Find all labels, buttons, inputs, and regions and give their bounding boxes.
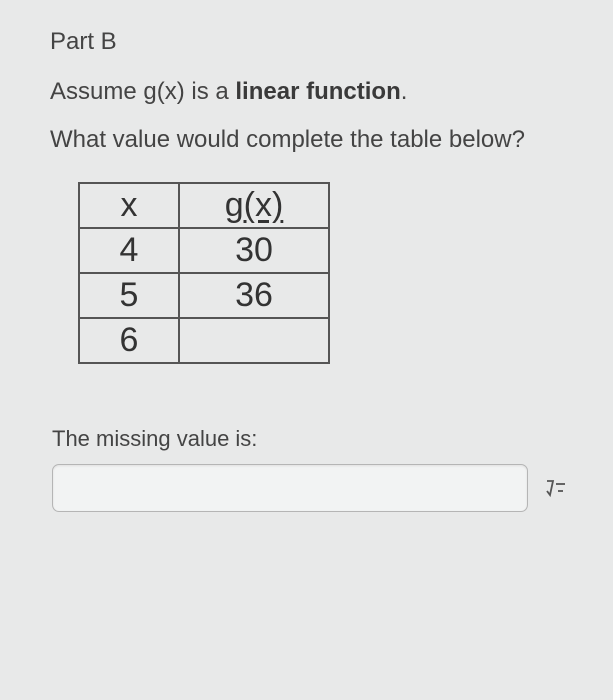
header-x: x (79, 183, 179, 228)
table-header-row: x g(x) (79, 183, 329, 228)
cell-x: 5 (79, 273, 179, 318)
cell-gx: 30 (179, 228, 329, 273)
question-text: What value would complete the table belo… (50, 126, 613, 154)
answer-prompt: The missing value is: (52, 426, 613, 452)
table-row: 6 (79, 318, 329, 363)
function-table: x g(x) 4 30 5 36 6 (78, 182, 330, 364)
answer-row (52, 464, 613, 512)
cell-x: 4 (79, 228, 179, 273)
cell-gx-empty (179, 318, 329, 363)
header-gx: g(x) (179, 183, 329, 228)
answer-input[interactable] (52, 464, 528, 512)
header-gx-text: g(x) (225, 186, 284, 224)
assume-prefix: Assume g(x) is a (50, 78, 235, 105)
assume-bold: linear function (235, 78, 400, 105)
table-row: 4 30 (79, 228, 329, 273)
table-row: 5 36 (79, 273, 329, 318)
part-label: Part B (50, 28, 613, 56)
assume-suffix: . (401, 78, 408, 105)
cell-gx: 36 (179, 273, 329, 318)
cell-x: 6 (79, 318, 179, 363)
assume-line: Assume g(x) is a linear function. (50, 78, 613, 106)
equation-editor-icon[interactable] (542, 474, 570, 502)
